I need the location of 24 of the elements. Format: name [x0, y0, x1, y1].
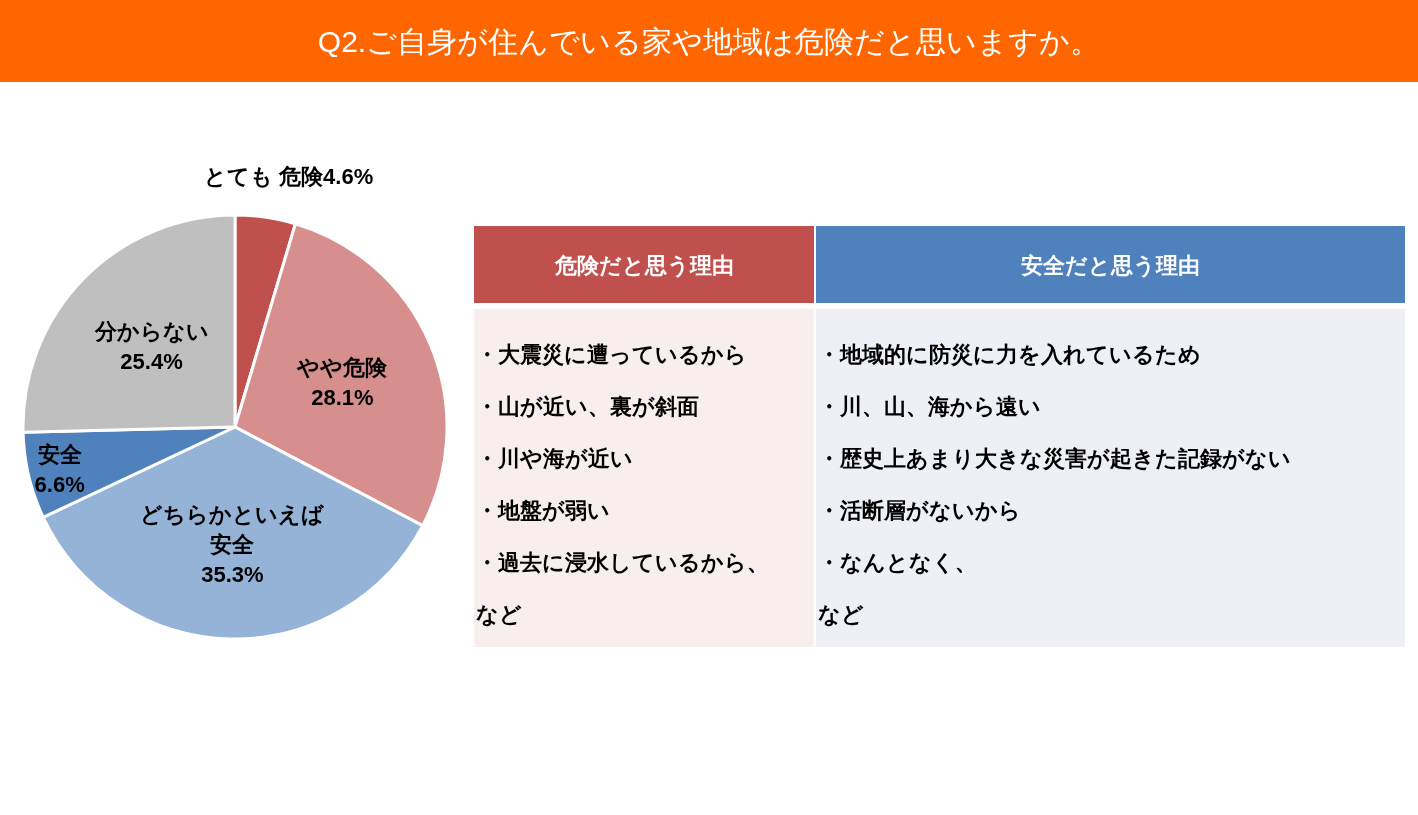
text: ・活断層がないから — [818, 498, 1021, 523]
text: Q2.ご自身が住んでいる家や地域は危険だと思いますか。 — [317, 25, 1101, 58]
data-label: 6.6% — [34, 471, 85, 497]
text: ・地域的に防災に力を入れているため — [818, 342, 1201, 367]
text: ・川や海が近い — [476, 446, 633, 471]
text: ・なんとなく、 — [818, 550, 977, 575]
text: 安全だと思う理由 — [1021, 253, 1200, 278]
slice-label: とても 危険4.6% — [203, 164, 374, 190]
text: ・歴史上あまり大きな災害が起きた記録がない — [818, 446, 1291, 471]
text: ・過去に浸水しているから、 — [476, 550, 769, 575]
slice-label: 安全 — [37, 441, 83, 467]
slice-label: やや危険 — [296, 354, 389, 380]
text: など — [476, 602, 522, 627]
data-label: 25.4% — [120, 348, 183, 374]
slice-label: 分からない — [93, 318, 209, 344]
text: ・地盤が弱い — [476, 498, 610, 523]
text: ・山が近い、裏が斜面 — [476, 394, 699, 419]
data-label: 28.1% — [311, 384, 374, 410]
text: ・大震災に遭っているから — [476, 342, 747, 367]
text: 危険だと思う理由 — [553, 253, 734, 278]
data-label: 35.3% — [201, 561, 264, 587]
text: ・川、山、海から遠い — [818, 394, 1041, 419]
text: など — [818, 602, 864, 627]
slice-label: どちらかといえば安全 — [140, 501, 326, 557]
